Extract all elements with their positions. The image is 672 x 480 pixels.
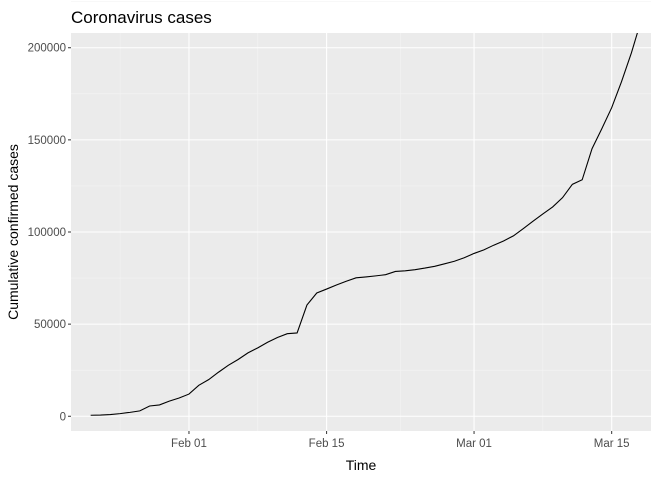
series-layer	[90, 33, 638, 416]
y-tick-label: 100000	[28, 227, 66, 239]
y-tick-label: 200000	[28, 43, 66, 55]
x-tick-label: Feb 15	[309, 438, 345, 450]
x-tick-label: Mar 01	[456, 438, 492, 450]
chart-title: Coronavirus cases	[71, 8, 212, 27]
y-tick-label: 50000	[34, 319, 66, 331]
y-axis: 0 50000 100000 150000 200000	[28, 43, 71, 423]
y-axis-title: Cumulative confirmed cases	[5, 144, 21, 320]
x-tick-label: Mar 15	[594, 438, 630, 450]
series-line-cumulative-cases	[90, 33, 638, 416]
x-axis-title: Time	[346, 457, 377, 473]
x-tick-label: Feb 01	[171, 438, 207, 450]
y-tick-label: 0	[60, 411, 66, 423]
major-gridlines	[71, 33, 651, 431]
y-tick-label: 150000	[28, 135, 66, 147]
x-axis: Feb 01 Feb 15 Mar 01 Mar 15	[171, 431, 630, 450]
